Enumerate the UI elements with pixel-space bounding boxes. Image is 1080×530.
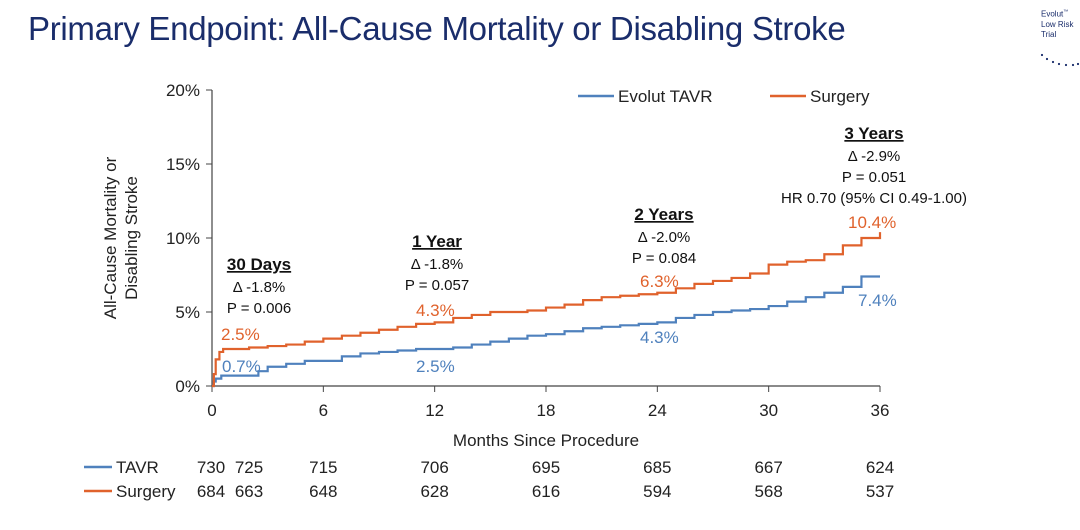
at-risk-value: 715 (309, 458, 337, 477)
x-tick-label: 24 (648, 401, 667, 420)
annotation-heading: 1 Year (412, 232, 462, 251)
value-label: 0.7% (222, 357, 261, 376)
at-risk-value: 663 (235, 482, 263, 501)
value-label: 2.5% (221, 325, 260, 344)
at-risk-row-label: TAVR (116, 458, 159, 477)
at-risk-value: 667 (754, 458, 782, 477)
at-risk-value: 730 (197, 458, 225, 477)
annotation-line: P = 0.057 (405, 277, 469, 294)
x-tick-label: 6 (319, 401, 328, 420)
at-risk-value: 685 (643, 458, 671, 477)
x-tick-label: 18 (537, 401, 556, 420)
at-risk-row-label: Surgery (116, 482, 176, 501)
annotation-line: P = 0.051 (842, 169, 906, 186)
brand-tm: ™ (1063, 9, 1069, 15)
y-tick-label: 15% (166, 155, 200, 174)
value-label: 6.3% (640, 272, 679, 291)
x-tick-label: 36 (871, 401, 890, 420)
at-risk-value: 537 (866, 482, 894, 501)
at-risk-value: 616 (532, 482, 560, 501)
at-risk-value: 725 (235, 458, 263, 477)
at-risk-value: 568 (754, 482, 782, 501)
at-risk-value: 695 (532, 458, 560, 477)
at-risk-value: 706 (420, 458, 448, 477)
at-risk-value: 684 (197, 482, 225, 501)
legend-label: Surgery (810, 87, 870, 106)
y-axis-label-line: All-Cause Mortality or (101, 156, 120, 319)
at-risk-value: 624 (866, 458, 894, 477)
y-tick-label: 10% (166, 229, 200, 248)
value-label: 2.5% (416, 357, 455, 376)
x-axis-label: Months Since Procedure (453, 431, 639, 450)
at-risk-value: 648 (309, 482, 337, 501)
brand-line-2: Low Risk (1041, 19, 1074, 29)
at-risk-value: 628 (420, 482, 448, 501)
value-label: 4.3% (640, 328, 679, 347)
annotation-heading: 2 Years (634, 205, 693, 224)
x-tick-label: 30 (759, 401, 778, 420)
page-title: Primary Endpoint: All-Cause Mortality or… (28, 10, 846, 47)
y-tick-label: 0% (175, 377, 200, 396)
at-risk-value: 594 (643, 482, 671, 501)
annotation-line: Δ -1.8% (411, 256, 464, 273)
brand-dots-icon (1040, 53, 1080, 67)
y-tick-label: 5% (175, 303, 200, 322)
annotation-line: HR 0.70 (95% CI 0.49-1.00) (781, 190, 967, 207)
y-axis-label-line: Disabling Stroke (122, 176, 141, 300)
brand-line-3: Trial (1041, 29, 1057, 39)
annotation-line: P = 0.006 (227, 300, 291, 317)
legend-label: Evolut TAVR (618, 87, 712, 106)
value-label: 4.3% (416, 301, 455, 320)
y-axis-label: All-Cause Mortality or Disabling Stroke (101, 156, 141, 319)
value-label: 7.4% (858, 291, 897, 310)
brand-line-1: Evolut (1041, 9, 1064, 19)
annotation-line: Δ -1.8% (233, 279, 286, 296)
annotation-line: Δ -2.0% (638, 229, 691, 246)
annotation-line: P = 0.084 (632, 250, 696, 267)
series-line-surgery (212, 232, 882, 388)
annotation-line: Δ -2.9% (848, 148, 901, 165)
x-tick-label: 12 (425, 401, 444, 420)
annotation-heading: 30 Days (227, 255, 291, 274)
value-label: 10.4% (848, 213, 896, 232)
annotation-heading: 3 Years (844, 124, 903, 143)
x-tick-label: 0 (207, 401, 216, 420)
brand-logo: Evolut™ Low Risk Trial (1041, 7, 1079, 40)
y-tick-label: 20% (166, 81, 200, 100)
series-line-tavr (212, 275, 880, 388)
